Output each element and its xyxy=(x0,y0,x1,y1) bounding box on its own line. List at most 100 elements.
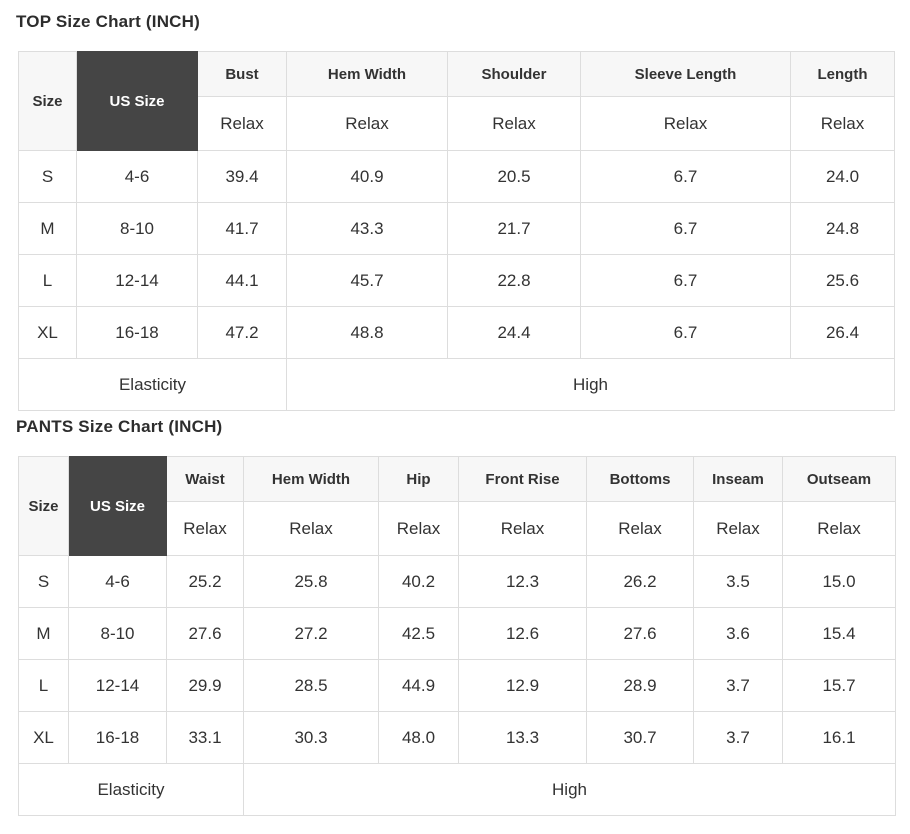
value-cell: 15.0 xyxy=(782,555,896,608)
value-cell: 33.1 xyxy=(166,711,244,764)
value-cell: 30.3 xyxy=(243,711,379,764)
top-size-chart-title: TOP Size Chart (INCH) xyxy=(16,12,200,31)
pants-size-chart-title: PANTS Size Chart (INCH) xyxy=(16,417,223,436)
us-size-column-header: US Size xyxy=(68,456,167,556)
size-cell: L xyxy=(18,659,69,712)
size-column-header: Size xyxy=(18,51,77,151)
value-cell: 6.7 xyxy=(580,254,791,307)
value-cell: 15.4 xyxy=(782,607,896,660)
value-cell: 28.5 xyxy=(243,659,379,712)
measure-column-header-4: Sleeve Length xyxy=(580,51,791,97)
us-size-column-header: US Size xyxy=(76,51,198,151)
elasticity-value-cell: High xyxy=(286,358,895,411)
elasticity-row: Elasticity High xyxy=(18,358,895,411)
fit-row: Relax Relax Relax Relax Relax xyxy=(19,96,895,151)
us-size-cell: 12-14 xyxy=(68,659,167,712)
measure-column-header-1: Bust xyxy=(197,51,287,97)
value-cell: 6.7 xyxy=(580,150,791,203)
fit-cell-5: Relax xyxy=(586,501,694,556)
size-cell: S xyxy=(18,150,77,203)
size-cell: S xyxy=(18,555,69,608)
measure-column-header-6: Inseam xyxy=(693,456,783,502)
table-row-size-xl: XL 16-18 47.2 48.8 24.4 6.7 26.4 xyxy=(18,306,895,359)
value-cell: 12.9 xyxy=(458,659,587,712)
fit-cell-2: Relax xyxy=(243,501,379,556)
fit-row: Relax Relax Relax Relax Relax Relax Relax xyxy=(19,501,896,556)
us-size-cell: 4-6 xyxy=(76,150,198,203)
value-cell: 41.7 xyxy=(197,202,287,255)
fit-cell-3: Relax xyxy=(378,501,459,556)
value-cell: 13.3 xyxy=(458,711,587,764)
us-size-cell: 16-18 xyxy=(76,306,198,359)
us-size-cell: 8-10 xyxy=(68,607,167,660)
value-cell: 40.2 xyxy=(378,555,459,608)
header-row: Size US Size Bust Hem Width Shoulder Sleeve L… xyxy=(18,51,895,151)
value-cell: 24.8 xyxy=(790,202,895,255)
value-cell: 29.9 xyxy=(166,659,244,712)
measure-column-header-5: Length xyxy=(790,51,895,97)
value-cell: 26.2 xyxy=(586,555,694,608)
size-cell: M xyxy=(18,202,77,255)
measure-column-header-2: Hem Width xyxy=(243,456,379,502)
value-cell: 15.7 xyxy=(782,659,896,712)
measure-column-header-4: Front Rise xyxy=(458,456,587,502)
size-column-header: Size xyxy=(18,456,69,556)
value-cell: 27.6 xyxy=(166,607,244,660)
value-cell: 30.7 xyxy=(586,711,694,764)
value-cell: 12.6 xyxy=(458,607,587,660)
size-cell: L xyxy=(18,254,77,307)
measure-column-header-3: Shoulder xyxy=(447,51,581,97)
fit-cell-2: Relax xyxy=(286,96,448,151)
table-row-size-m: M 8-10 27.6 27.2 42.5 12.6 27.6 3.6 15.4 xyxy=(18,607,896,660)
fit-cell-6: Relax xyxy=(693,501,783,556)
fit-cell-5: Relax xyxy=(790,96,895,151)
us-size-cell: 8-10 xyxy=(76,202,198,255)
value-cell: 6.7 xyxy=(580,306,791,359)
size-cell: XL xyxy=(18,306,77,359)
value-cell: 3.7 xyxy=(693,711,783,764)
value-cell: 24.4 xyxy=(447,306,581,359)
header-row: Size US Size Waist Hem Width Hip Front Rise Bo… xyxy=(18,456,896,556)
value-cell: 43.3 xyxy=(286,202,448,255)
table-row-size-l: L 12-14 29.9 28.5 44.9 12.9 28.9 3.7 15.7 xyxy=(18,659,896,712)
value-cell: 3.7 xyxy=(693,659,783,712)
value-cell: 25.2 xyxy=(166,555,244,608)
us-size-cell: 16-18 xyxy=(68,711,167,764)
value-cell: 6.7 xyxy=(580,202,791,255)
value-cell: 12.3 xyxy=(458,555,587,608)
value-cell: 22.8 xyxy=(447,254,581,307)
value-cell: 44.1 xyxy=(197,254,287,307)
table-row-size-xl: XL 16-18 33.1 30.3 48.0 13.3 30.7 3.7 16.1 xyxy=(18,711,896,764)
value-cell: 42.5 xyxy=(378,607,459,660)
measure-column-header-7: Outseam xyxy=(782,456,896,502)
pants-size-chart-table: Size US Size Waist Hem Width Hip Front Rise Bo… xyxy=(18,456,896,816)
elasticity-row: Elasticity High xyxy=(18,763,896,816)
value-cell: 28.9 xyxy=(586,659,694,712)
value-cell: 48.8 xyxy=(286,306,448,359)
table-row-size-m: M 8-10 41.7 43.3 21.7 6.7 24.8 xyxy=(18,202,895,255)
value-cell: 45.7 xyxy=(286,254,448,307)
value-cell: 16.1 xyxy=(782,711,896,764)
value-cell: 27.6 xyxy=(586,607,694,660)
measure-column-header-3: Hip xyxy=(378,456,459,502)
elasticity-value-cell: High xyxy=(243,763,896,816)
value-cell: 27.2 xyxy=(243,607,379,660)
table-row-size-s: S 4-6 25.2 25.8 40.2 12.3 26.2 3.5 15.0 xyxy=(18,555,896,608)
top-size-chart-table: Size US Size Bust Hem Width Shoulder Sleeve L… xyxy=(18,51,895,411)
fit-cell-4: Relax xyxy=(580,96,791,151)
size-cell: XL xyxy=(18,711,69,764)
us-size-cell: 4-6 xyxy=(68,555,167,608)
size-cell: M xyxy=(18,607,69,660)
value-cell: 26.4 xyxy=(790,306,895,359)
table-row-size-l: L 12-14 44.1 45.7 22.8 6.7 25.6 xyxy=(18,254,895,307)
fit-cell-7: Relax xyxy=(782,501,896,556)
value-cell: 47.2 xyxy=(197,306,287,359)
measure-column-header-2: Hem Width xyxy=(286,51,448,97)
value-cell: 25.8 xyxy=(243,555,379,608)
fit-cell-1: Relax xyxy=(197,96,287,151)
value-cell: 39.4 xyxy=(197,150,287,203)
value-cell: 3.6 xyxy=(693,607,783,660)
table-row-size-s: S 4-6 39.4 40.9 20.5 6.7 24.0 xyxy=(18,150,895,203)
value-cell: 48.0 xyxy=(378,711,459,764)
value-cell: 20.5 xyxy=(447,150,581,203)
